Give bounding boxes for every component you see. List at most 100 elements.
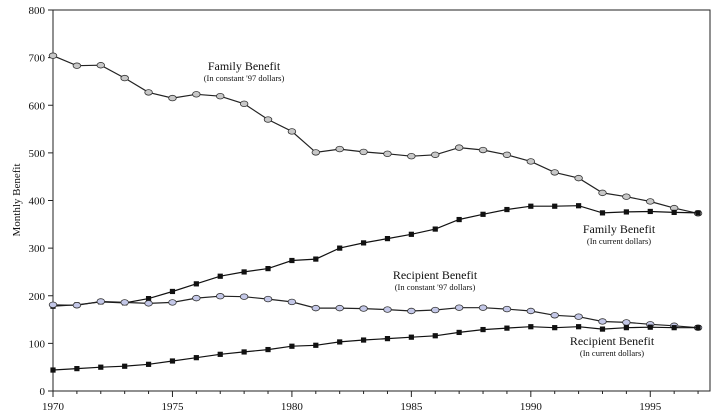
x-tick-label: 1995 [639,401,662,413]
data-point [239,293,249,300]
data-point [550,312,559,319]
series-line [52,326,699,371]
data-point [647,324,653,330]
data-point [50,367,56,373]
data-point [552,325,558,331]
data-point [217,273,223,279]
data-point [74,366,80,372]
series-layer [48,52,703,373]
data-point [265,266,271,272]
data-point [383,306,392,313]
data-point [478,146,488,154]
data-point [145,296,152,302]
data-point [671,209,677,216]
data-point [526,158,536,165]
x-tick-label: 1980 [281,401,304,413]
data-point [695,210,701,216]
y-tick-label: 300 [29,243,46,255]
data-point [192,294,201,302]
x-tick-label: 1975 [161,401,184,413]
data-point [359,305,368,312]
data-point [623,325,629,331]
data-point [383,150,392,158]
data-point [169,288,176,295]
data-point [72,302,82,309]
annotation-title: Family Benefit [208,59,281,73]
y-tick-label: 100 [29,338,46,350]
data-point [241,269,247,275]
data-point [408,231,414,237]
data-point [504,325,510,331]
series-line [52,55,699,214]
data-point [192,91,201,98]
data-point [622,319,631,326]
data-point [360,337,367,343]
data-point [144,89,153,96]
data-point [480,211,486,217]
data-point [359,148,368,156]
data-point [528,203,534,209]
data-point [454,144,464,151]
y-tick-label: 200 [29,291,46,303]
annotation-title: Recipient Benefit [570,334,655,348]
data-point [120,74,129,82]
data-point [526,307,536,315]
y-axis-label: Monthly Benefit [11,163,23,236]
data-point [550,169,559,176]
y-tick-label: 400 [29,196,46,208]
data-point [431,151,440,158]
annotation-family-constant: Family Benefit (In constant '97 dollars) [204,59,285,83]
y-tick-label: 500 [29,148,46,160]
y-tick-label: 700 [29,53,46,65]
annotation-subtitle: (In current dollars) [587,236,651,246]
data-point [431,306,440,314]
annotation-title: Family Benefit [583,222,656,236]
data-point [168,299,177,306]
annotation-recipient-current: Recipient Benefit (In current dollars) [570,334,655,358]
series-1 [48,52,703,217]
data-point [552,203,558,209]
data-point [263,295,273,303]
data-point [647,208,653,215]
data-point [313,342,319,348]
data-point [432,333,438,339]
data-point [337,245,343,251]
data-point [480,326,486,333]
data-point [48,301,58,308]
data-point [502,151,512,158]
data-point [122,363,128,369]
data-point [287,128,297,135]
data-point [168,94,177,102]
y-axis-ticks: 0 100 200 300 400 500 600 700 800 [29,5,53,398]
data-point [216,93,225,100]
data-point [407,307,416,315]
series-2 [50,203,701,309]
data-point [646,198,655,205]
annotation-family-current: Family Benefit (In current dollars) [583,222,656,246]
data-point [311,304,320,312]
data-point [217,351,223,357]
data-point [407,153,416,160]
x-tick-label: 1985 [400,401,423,413]
data-point [574,313,583,320]
data-point [335,145,344,153]
data-point [193,281,199,287]
annotation-recipient-constant: Recipient Benefit (In constant '97 dolla… [393,268,478,292]
data-point [528,324,534,330]
data-point [432,226,438,232]
data-point [599,326,606,332]
data-point [384,336,391,342]
data-point [287,298,297,306]
data-point [360,240,367,246]
data-point [456,329,462,336]
data-point [337,339,343,345]
data-point [671,325,677,331]
data-point [263,116,273,123]
data-point [695,325,701,331]
data-point [598,189,607,197]
annotation-title: Recipient Benefit [393,268,478,282]
data-point [145,361,152,367]
data-point [120,299,129,306]
data-point [96,298,105,305]
